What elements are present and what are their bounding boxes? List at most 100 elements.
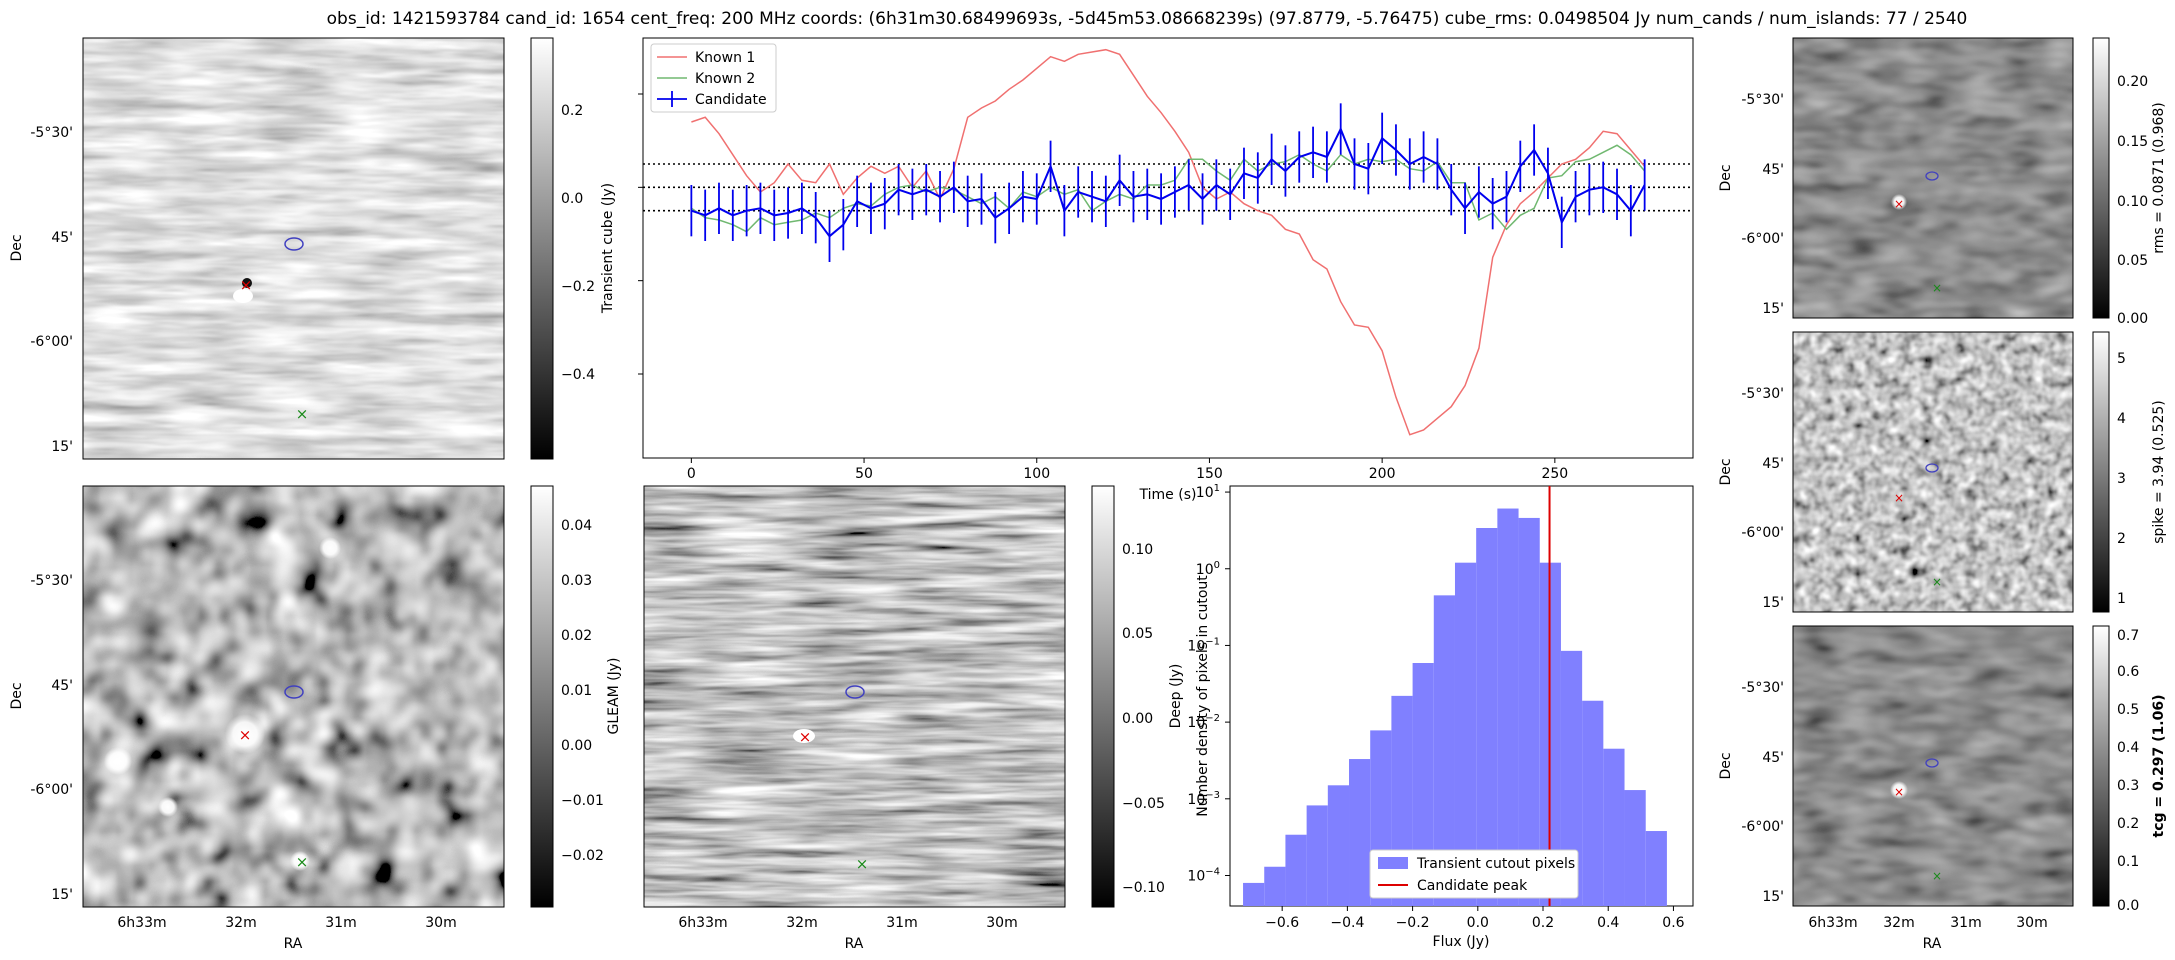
dec-tick: -5°30' <box>1741 680 1784 696</box>
rms-dec-axis: -5°30' 45' -6°00' 15' Dec <box>1718 92 1784 317</box>
blue-contour <box>845 685 865 699</box>
colorbar-label: rms = 0.0871 (0.968) <box>2151 102 2167 254</box>
dec-axis-label: Dec <box>9 682 25 709</box>
legend-box <box>650 43 777 113</box>
transient-image <box>83 38 504 459</box>
y-tick-label: 10−4 <box>1187 866 1220 884</box>
histogram-bar <box>1433 595 1455 906</box>
blue-contour <box>1925 758 1939 768</box>
colorbar-gradient <box>530 485 554 908</box>
lightcurve-axes-frame <box>642 37 1694 459</box>
colorbar-tick: 0.05 <box>1122 626 1153 642</box>
x-tick-label: 0.2 <box>1532 915 1554 931</box>
x-tick-label: 150 <box>1196 466 1223 482</box>
lightcurve-x-axis: 0 50 100 150 200 250 <box>687 458 1568 482</box>
colorbar-tick: 0.2 <box>2117 816 2139 832</box>
reference-green-marker: × <box>296 853 309 871</box>
gleam-source <box>104 747 132 775</box>
colorbar-tick: 0.03 <box>561 573 592 589</box>
rms-axes-frame <box>1792 37 2074 319</box>
dec-tick: 15' <box>1762 595 1784 611</box>
rms-colorbar: 0.20 0.15 0.10 0.05 0.00 rms = 0.0871 (0… <box>2092 37 2167 327</box>
dec-tick: 15' <box>51 887 73 903</box>
colorbar-tick: −0.10 <box>1122 880 1165 896</box>
deep-ra-axis: 6h33m 32m 31m 30m RA <box>678 915 1017 952</box>
x-tick-label: −0.2 <box>1396 915 1430 931</box>
dec-tick: 45' <box>51 678 73 694</box>
histogram-x-label: Flux (Jy) <box>1433 934 1490 950</box>
x-tick-label: 0.4 <box>1597 915 1619 931</box>
legend-hist-label: Transient cutout pixels <box>1416 856 1575 872</box>
y-tick-label: 100 <box>1196 560 1220 578</box>
ra-tick: 6h33m <box>678 915 727 931</box>
tcg-image <box>1793 626 2073 906</box>
colorbar-tick: 0.15 <box>2117 134 2148 150</box>
lightcurve-reference-lines <box>643 163 1693 212</box>
x-tick-label: 0 <box>687 466 696 482</box>
gleam-source <box>290 851 310 871</box>
dec-tick: -6°00' <box>30 782 73 798</box>
gleam-cutout-panel: × × -5°30' 45' -6°00' 15' Dec 6h33m 32m … <box>9 485 505 952</box>
colorbar-tick: 0.02 <box>561 628 592 644</box>
histogram-bar <box>1518 517 1540 906</box>
ra-tick: 30m <box>2016 915 2047 931</box>
deep-colorbar: 0.10 0.05 0.00 −0.05 −0.10 Deep (Jy) <box>1091 485 1184 908</box>
colorbar-label: GLEAM (Jy) <box>606 658 622 735</box>
colorbar-gradient <box>530 37 554 460</box>
dec-tick: -5°30' <box>30 573 73 589</box>
histogram-bar <box>1454 562 1477 906</box>
legend-known1-label: Known 1 <box>695 50 755 66</box>
tcg-bright-source <box>1890 781 1908 799</box>
colorbar-label: spike = 3.94 (0.525) <box>2151 400 2167 544</box>
rms-bright-source <box>1891 194 1907 210</box>
gleam-image <box>83 486 504 907</box>
candidate-red-marker: × <box>239 726 252 744</box>
dec-tick: -5°30' <box>1741 386 1784 402</box>
colorbar-tick: 0.2 <box>561 103 583 119</box>
histogram-bars <box>1243 486 1667 906</box>
transient-axes-frame <box>82 37 505 460</box>
x-tick-label: −0.4 <box>1330 915 1364 931</box>
tcg-axes-frame <box>1792 625 2074 907</box>
ra-axis-label: RA <box>1923 936 1942 952</box>
gleam-source <box>158 797 178 817</box>
dec-axis-label: Dec <box>1718 164 1734 191</box>
ra-tick: 30m <box>425 915 456 931</box>
y-tick-label: 101 <box>1196 483 1220 501</box>
candidate-series-line <box>691 126 1646 238</box>
x-tick-label: 50 <box>855 466 873 482</box>
colorbar-tick: 0.00 <box>1122 711 1153 727</box>
dec-tick: 15' <box>1762 889 1784 905</box>
histogram-bar <box>1306 805 1328 906</box>
lightcurve-legend: Known 1 Known 2 Candidate <box>650 43 777 113</box>
dec-tick: -5°30' <box>1741 92 1784 108</box>
colorbar-tick: −0.02 <box>561 848 604 864</box>
colorbar-gradient <box>1091 485 1115 908</box>
candidate-red-marker: × <box>240 276 253 294</box>
colorbar-gradient <box>2092 37 2110 319</box>
x-tick-label: 250 <box>1541 466 1568 482</box>
gleam-colorbar: 0.04 0.03 0.02 0.01 0.00 −0.01 −0.02 GLE… <box>530 485 622 908</box>
histogram-bar <box>1560 650 1583 906</box>
x-tick-label: 0.0 <box>1467 915 1489 931</box>
colorbar-tick: 0.7 <box>2117 628 2139 644</box>
reference-green-marker: × <box>296 405 309 423</box>
x-tick-label: 200 <box>1369 466 1396 482</box>
colorbar-tick: 2 <box>2117 531 2126 547</box>
ra-tick: 31m <box>325 915 356 931</box>
dec-tick: 15' <box>1762 301 1784 317</box>
legend-peak-label: Candidate peak <box>1417 878 1528 894</box>
spike-dec-axis: -5°30' 45' -6°00' 15' Dec <box>1718 386 1784 611</box>
candidate-red-marker: × <box>799 728 812 746</box>
colorbar-tick: 0.4 <box>2117 740 2139 756</box>
colorbar-tick: 0.10 <box>2117 194 2148 210</box>
ra-axis-label: RA <box>845 936 864 952</box>
transient-cutout-panel: × × -5°30' 45' -6°00' 15' Dec <box>9 37 505 460</box>
histogram-y-label: Number density of pixels in cutout <box>1195 575 1211 817</box>
gleam-source <box>319 537 341 559</box>
colorbar-tick: 0.1 <box>2117 854 2139 870</box>
ra-tick: 32m <box>1883 915 1914 931</box>
colorbar-tick: 0.5 <box>2117 702 2139 718</box>
colorbar-tick: 0.10 <box>1122 542 1153 558</box>
colorbar-gradient <box>2092 331 2110 613</box>
